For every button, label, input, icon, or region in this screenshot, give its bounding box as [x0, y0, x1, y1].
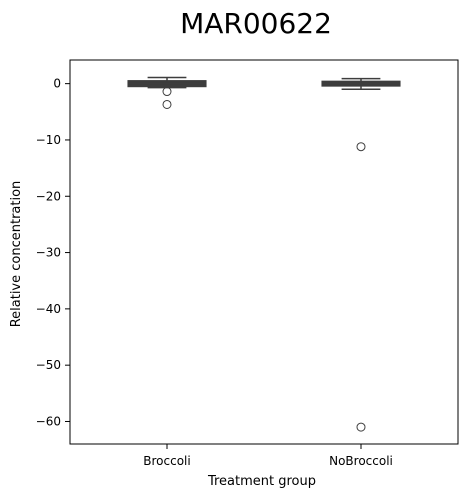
- y-tick-label: −30: [36, 246, 61, 260]
- y-tick-label: 0: [53, 77, 61, 91]
- outlier-point: [162, 99, 172, 109]
- outlier-point: [162, 87, 172, 97]
- x-tick-label: NoBroccoli: [329, 454, 393, 468]
- x-axis: Broccoli NoBroccoli: [143, 444, 393, 468]
- y-tick-label: −10: [36, 133, 61, 147]
- y-axis-label: Relative concentration: [9, 181, 24, 328]
- chart-title: MAR00622: [180, 7, 332, 40]
- outlier-point: [356, 422, 366, 432]
- plot-frame: [69, 59, 459, 445]
- outlier-point: [356, 142, 366, 152]
- box-nobroccoli: [321, 77, 401, 432]
- y-tick-label: −60: [36, 414, 61, 428]
- x-axis-label: Treatment group: [207, 474, 316, 489]
- box-broccoli: [127, 76, 207, 109]
- plot-area: [69, 59, 459, 445]
- y-axis: 0 −10 −20 −30 −40 −50 −60: [36, 77, 70, 428]
- y-tick-label: −50: [36, 358, 61, 372]
- y-tick-label: −40: [36, 302, 61, 316]
- y-tick-label: −20: [36, 189, 61, 203]
- x-tick-label: Broccoli: [143, 454, 190, 468]
